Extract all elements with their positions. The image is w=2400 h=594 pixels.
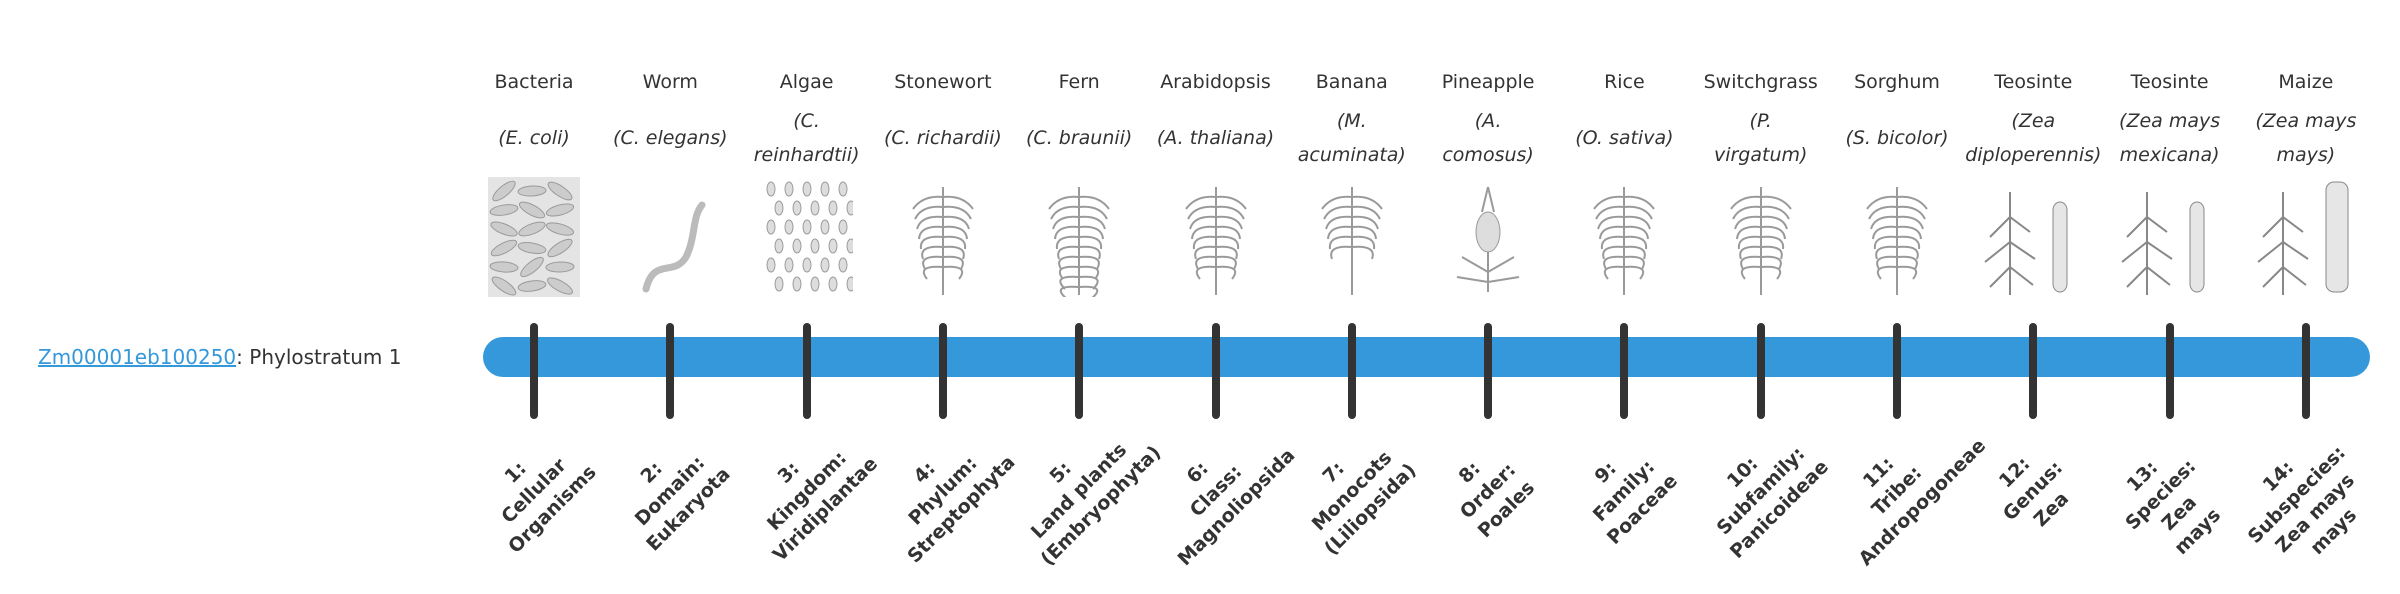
organism-scientific-name: (A. comosus) bbox=[1442, 110, 1534, 166]
organism-scientific-name: (C. richardii) bbox=[883, 127, 1002, 149]
stratum-tick bbox=[938, 323, 947, 419]
gene-link[interactable]: Zm00001eb100250 bbox=[38, 345, 237, 369]
switchgrass-illustration bbox=[1693, 177, 1829, 297]
organism-common-name: Pineapple bbox=[1441, 71, 1535, 93]
stratum-tick bbox=[802, 323, 811, 419]
organism-common-name: Teosinte bbox=[2130, 71, 2209, 93]
organism-common-name: Bacteria bbox=[494, 71, 574, 93]
bacteria-illustration bbox=[466, 177, 602, 297]
stratum-tick bbox=[1075, 323, 1084, 419]
banana-illustration bbox=[1284, 177, 1420, 297]
maize-illustration bbox=[2238, 177, 2374, 297]
stratum-label: 2: Domain: Eukaryota bbox=[631, 451, 735, 556]
organism-common-name: Fern bbox=[1058, 71, 1100, 93]
teosinte-illustration bbox=[2102, 177, 2238, 297]
organism-scientific-name: (E. coli) bbox=[498, 127, 570, 149]
sorghum-illustration bbox=[1829, 177, 1965, 297]
organism-common-name: Maize bbox=[2278, 71, 2334, 93]
stratum-tick bbox=[1620, 323, 1629, 419]
stratum-label: 14: Subspecies: Zea mays mays bbox=[2243, 441, 2361, 560]
organism-common-name: Arabidopsis bbox=[1160, 71, 1271, 93]
worm-illustration bbox=[602, 177, 738, 297]
organism-scientific-name: (M. acuminata) bbox=[1297, 110, 1406, 166]
organism-common-name: Rice bbox=[1604, 71, 1645, 93]
stratum-tick bbox=[530, 323, 538, 419]
stratum-label: 11: Tribe: Andropogoneae bbox=[1854, 434, 1991, 571]
stratum-tick bbox=[2301, 323, 2310, 419]
organism-scientific-name: (O. sativa) bbox=[1575, 127, 1674, 149]
stratum-label: 7: Monocots (Liliopsida) bbox=[1307, 446, 1421, 560]
stratum-label: 6: Class: Magnoliopsida bbox=[1173, 444, 1299, 571]
organism-common-name: Switchgrass bbox=[1703, 71, 1818, 93]
arabidopsis-illustration bbox=[1148, 177, 1284, 297]
organism-common-name: Algae bbox=[779, 71, 834, 93]
stratum-label: 12: Genus: Zea bbox=[1995, 452, 2074, 532]
phylostrata-timeline-bar bbox=[483, 337, 2370, 377]
stratum-label: 5: Land plants (Embryophyta) bbox=[1027, 438, 1166, 571]
stratum-label: 1: Cellular Organisms bbox=[497, 454, 601, 558]
organism-common-name: Sorghum bbox=[1854, 71, 1940, 93]
algae-illustration bbox=[739, 177, 875, 297]
organism-scientific-name: (Zea mays mexicana) bbox=[2119, 110, 2221, 166]
organism-common-name: Stonewort bbox=[894, 71, 992, 93]
rice-illustration bbox=[1556, 177, 1692, 297]
stratum-tick bbox=[666, 323, 675, 419]
stratum-tick bbox=[2029, 323, 2038, 419]
organism-scientific-name: (Zea diploperennis) bbox=[1965, 110, 2102, 166]
fern-illustration bbox=[1011, 177, 1147, 297]
organism-scientific-name: (S. bicolor) bbox=[1845, 127, 1949, 149]
stratum-tick bbox=[1484, 323, 1493, 419]
stratum-tick bbox=[1756, 323, 1765, 419]
organism-scientific-name: (C. reinhardtii) bbox=[753, 110, 860, 166]
organism-scientific-name: (C. elegans) bbox=[613, 127, 728, 149]
organism-scientific-name: (C. braunii) bbox=[1026, 127, 1133, 149]
stratum-label: 4: Phylum: Streptophyta bbox=[903, 451, 1020, 568]
organism-common-name: Banana bbox=[1315, 71, 1388, 93]
organism-common-name: Worm bbox=[642, 71, 698, 93]
gene-label: Zm00001eb100250: Phylostratum 1 bbox=[38, 340, 401, 374]
stratum-tick bbox=[1347, 323, 1356, 419]
pineapple-illustration bbox=[1420, 177, 1556, 297]
stratum-tick bbox=[1211, 323, 1220, 419]
teosinte-illustration bbox=[1965, 177, 2101, 297]
stratum-label: 9: Family: Poaceae bbox=[1589, 455, 1683, 549]
stratum-label: 8: Order: Poales bbox=[1454, 457, 1540, 543]
phylostratum-text: : Phylostratum 1 bbox=[236, 345, 402, 369]
stratum-tick bbox=[2165, 323, 2174, 419]
stonewort-illustration bbox=[875, 177, 1011, 297]
organism-scientific-name: (Zea mays mays) bbox=[2255, 110, 2357, 166]
stratum-label: 3: Kingdom: Viridiplantae bbox=[762, 447, 882, 567]
stratum-label: 10: Subfamily: Panicoideae bbox=[1712, 442, 1833, 563]
organism-scientific-name: (P. virgatum) bbox=[1713, 110, 1808, 166]
stratum-tick bbox=[1893, 323, 1901, 419]
organism-scientific-name: (A. thaliana) bbox=[1156, 127, 1275, 149]
organism-common-name: Teosinte bbox=[1994, 71, 2073, 93]
